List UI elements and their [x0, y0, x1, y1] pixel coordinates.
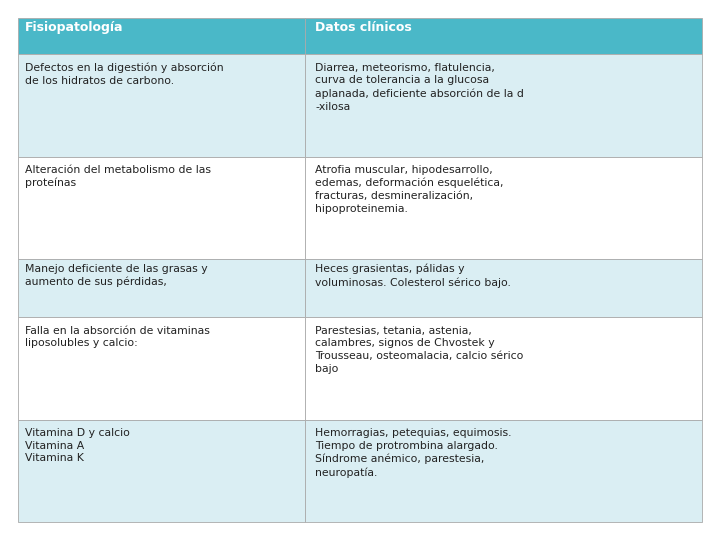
Text: Atrofia muscular, hipodesarrollo,
edemas, deformación esquelética,
fracturas, de: Atrofia muscular, hipodesarrollo, edemas… — [315, 165, 504, 214]
Text: Fisiopatología: Fisiopatología — [25, 21, 124, 34]
Text: Manejo deficiente de las grasas y
aumento de sus pérdidas,: Manejo deficiente de las grasas y aument… — [25, 264, 208, 287]
Bar — [18, 318, 305, 420]
Bar — [305, 18, 702, 55]
Bar — [18, 259, 305, 318]
Text: Alteración del metabolismo de las
proteínas: Alteración del metabolismo de las proteí… — [25, 165, 211, 188]
Text: Falla en la absorción de vitaminas
liposolubles y calcio:: Falla en la absorción de vitaminas lipos… — [25, 326, 210, 348]
Text: Datos clínicos: Datos clínicos — [315, 21, 412, 34]
Bar — [305, 318, 702, 420]
Bar — [305, 420, 702, 522]
Text: Hemorragias, petequias, equimosis.
Tiempo de protrombina alargado.
Síndrome aném: Hemorragias, petequias, equimosis. Tiemp… — [315, 428, 512, 477]
Text: Vitamina D y calcio
Vitamina A
Vitamina K: Vitamina D y calcio Vitamina A Vitamina … — [25, 428, 130, 463]
Bar — [18, 157, 305, 259]
Bar — [305, 55, 702, 157]
Text: Parestesias, tetania, astenia,
calambres, signos de Chvostek y
Trousseau, osteom: Parestesias, tetania, astenia, calambres… — [315, 326, 523, 374]
Text: Heces grasientas, pálidas y
voluminosas. Colesterol sérico bajo.: Heces grasientas, pálidas y voluminosas.… — [315, 264, 511, 288]
Bar — [305, 259, 702, 318]
Text: Diarrea, meteorismo, flatulencia,
curva de tolerancia a la glucosa
aplanada, def: Diarrea, meteorismo, flatulencia, curva … — [315, 63, 524, 112]
Bar — [305, 157, 702, 259]
Bar — [18, 420, 305, 522]
Bar — [18, 55, 305, 157]
Text: Defectos en la digestión y absorción
de los hidratos de carbono.: Defectos en la digestión y absorción de … — [25, 63, 224, 86]
Bar — [18, 18, 305, 55]
